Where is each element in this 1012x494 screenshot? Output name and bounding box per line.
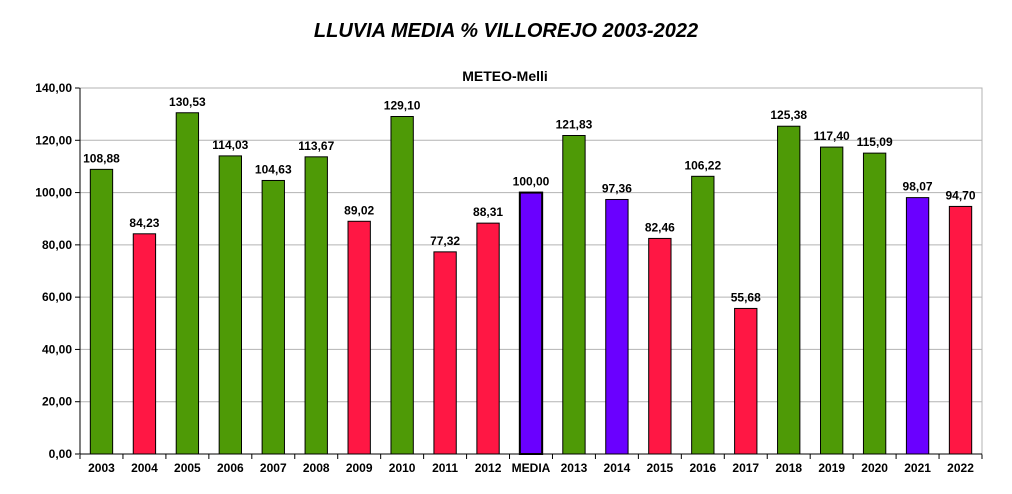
bar-2012 [476, 222, 500, 455]
bar-2007 [261, 179, 285, 455]
y-axis-ticks: 0,00 20,00 40,00 60,00 80,00 100,00 120,00 140,… [35, 81, 80, 461]
bar-2004 [132, 233, 157, 455]
x-tick-label: 2018 [775, 461, 802, 475]
bar-2006 [218, 155, 243, 455]
x-tick-label: 2014 [604, 461, 631, 475]
chart-title: LLUVIA MEDIA % VILLOREJO 2003-2022 [313, 20, 699, 42]
y-tick-label: 100,00 [35, 186, 72, 200]
data-label-2011: 77,32 [430, 234, 460, 248]
data-label-2005: 130,53 [169, 95, 206, 109]
x-tick-label: 2005 [174, 461, 201, 475]
x-tick-label: 2015 [647, 461, 674, 475]
data-label-2012: 88,31 [473, 205, 503, 219]
x-tick-label: 2019 [818, 461, 845, 475]
x-tick-label: 2013 [561, 461, 588, 475]
x-tick-label: 2008 [303, 461, 330, 475]
bar-2020 [862, 152, 887, 455]
bar-2022 [948, 205, 973, 455]
data-label-2020: 115,09 [857, 135, 893, 149]
x-tick-label: 2016 [689, 461, 716, 475]
data-label-2018: 125,38 [770, 108, 807, 122]
x-tick-label: 2011 [432, 461, 458, 475]
x-tick-label: 2012 [475, 461, 502, 475]
y-tick-label: 120,00 [35, 133, 72, 147]
bar-2018 [777, 125, 801, 455]
x-tick-label: 2017 [732, 461, 759, 475]
y-tick-label: 20,00 [42, 395, 72, 409]
y-tick-label: 60,00 [42, 290, 72, 304]
x-tick-label: 2004 [131, 461, 158, 475]
y-tick-label: 40,00 [42, 342, 72, 356]
data-labels: 108,88 84,23 130,53 114,03 104,63 113,67 89,02… [83, 95, 976, 305]
x-tick-label: 2020 [861, 461, 888, 475]
data-label-2009: 89,02 [344, 203, 374, 217]
data-label-2008: 113,67 [298, 139, 334, 153]
x-tick-label: MEDIA [512, 461, 551, 475]
data-label-2015: 82,46 [645, 220, 675, 234]
bar-2009 [347, 220, 371, 455]
x-tick-label: 2021 [904, 461, 931, 475]
bar-2008 [304, 156, 328, 455]
data-label-2003: 108,88 [83, 151, 120, 165]
data-label-2014: 97,36 [602, 181, 632, 195]
x-tick-label: 2010 [389, 461, 416, 475]
bars [89, 112, 973, 455]
bar-2019 [819, 146, 844, 455]
data-label-2010: 129,10 [384, 98, 421, 112]
bar-2015 [648, 237, 672, 455]
bar-2010 [390, 115, 414, 455]
bar-2016 [691, 175, 715, 455]
x-axis-ticks: 2003 2004 2005 2006 2007 2008 2009 2010 2011 2012… [79, 454, 983, 475]
y-tick-label: 80,00 [42, 238, 72, 252]
x-tick-label: 2003 [88, 461, 115, 475]
data-label-2007: 104,63 [255, 162, 292, 176]
data-label-2006: 114,03 [212, 138, 248, 152]
data-label-2017: 55,68 [731, 290, 761, 304]
x-tick-label: 2022 [947, 461, 974, 475]
bar-2021 [905, 197, 930, 455]
data-label-2019: 117,40 [814, 129, 850, 143]
x-tick-label: 2009 [346, 461, 373, 475]
bar-2014 [605, 198, 629, 455]
x-tick-label: 2006 [217, 461, 244, 475]
data-label-2021: 98,07 [903, 180, 933, 194]
data-label-2016: 106,22 [684, 158, 721, 172]
data-label-2004: 84,23 [129, 216, 159, 230]
bar-2011 [433, 251, 457, 455]
y-tick-label: 140,00 [35, 81, 72, 95]
data-label-media: 100,00 [513, 175, 550, 189]
bar-media [518, 191, 544, 455]
y-tick-label: 0,00 [49, 447, 73, 461]
data-label-2013: 121,83 [556, 118, 593, 132]
bar-2013 [562, 135, 586, 455]
bar-2003 [89, 168, 114, 455]
bar-2017 [734, 307, 758, 455]
data-label-2022: 94,70 [946, 188, 976, 202]
x-tick-label: 2007 [260, 461, 287, 475]
chart-subtitle: METEO-Melli [462, 68, 548, 84]
bar-2005 [175, 112, 200, 455]
